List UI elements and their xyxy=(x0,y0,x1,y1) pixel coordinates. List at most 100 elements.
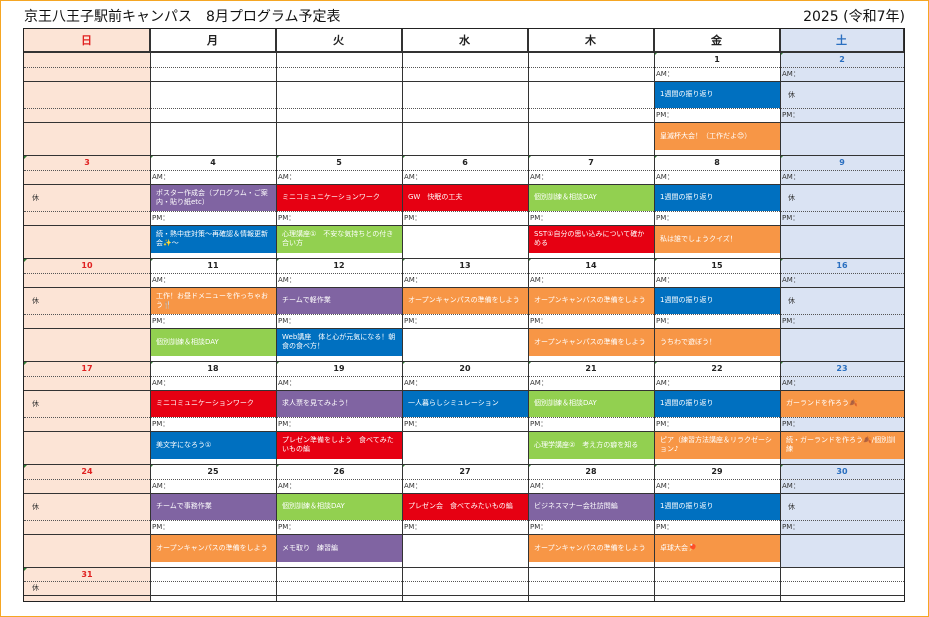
pm-label: PM： xyxy=(782,111,800,119)
saturday-column-bg xyxy=(780,52,904,155)
am-program-event[interactable]: ミニコミュニケーションワーク xyxy=(150,390,276,417)
am-program-event[interactable]: プレゼン会 食べてみたいもの編 xyxy=(402,493,528,520)
grid-line-horizontal xyxy=(24,155,904,156)
cell-corner-marker xyxy=(654,258,658,262)
am-program-event[interactable]: 一人暮らしシミュレーション xyxy=(402,390,528,417)
pm-program-event[interactable]: 卓球大会🏓 xyxy=(654,534,780,562)
date-number xyxy=(276,52,402,67)
am-program-event[interactable]: ビジネスマナー会社訪問編 xyxy=(528,493,654,520)
am-program-event[interactable]: GW 快眠の工夫 xyxy=(402,184,528,211)
date-number: 4 xyxy=(150,155,276,170)
pm-label: PM： xyxy=(782,214,800,222)
saturday-column-bg xyxy=(780,155,904,258)
pm-program-event[interactable]: うちわで遊ぼう！ xyxy=(654,328,780,356)
cell-corner-marker xyxy=(780,258,784,262)
am-label: AM： xyxy=(656,173,674,181)
date-number: 31 xyxy=(24,567,150,581)
pm-program-event[interactable]: 心理講座① 不安な気持ちとの付き合い方 xyxy=(276,225,402,253)
pm-program-event[interactable]: 美文字になろう① xyxy=(150,431,276,459)
pm-label: PM： xyxy=(404,317,422,325)
cell-corner-marker xyxy=(780,464,784,468)
pm-label: PM： xyxy=(782,523,800,531)
pm-program-event[interactable]: 続・ガーランドを作ろう🍂/個別訓練 xyxy=(780,431,904,459)
page-title: 京王八王子駅前キャンパス 8月プログラム予定表 xyxy=(24,9,341,25)
pm-program-event[interactable]: Web講座 体と心が元気になる！朝食の食べ方！ xyxy=(276,328,402,356)
pm-program-event[interactable]: オープンキャンパスの準備をしよう xyxy=(528,534,654,562)
cell-corner-marker xyxy=(528,361,532,365)
pm-label: PM： xyxy=(278,420,296,428)
am-program-event[interactable]: 1週間の振り返り xyxy=(654,493,780,520)
grid-line-horizontal xyxy=(24,595,904,596)
date-number: 16 xyxy=(780,258,904,273)
pm-label: PM： xyxy=(404,214,422,222)
cell-corner-marker xyxy=(780,155,784,159)
date-number: 29 xyxy=(654,464,780,479)
am-program-event[interactable]: 個別訓練＆相談DAY xyxy=(528,390,654,417)
grid-line-horizontal xyxy=(24,211,904,212)
cell-corner-marker xyxy=(402,464,406,468)
am-label: AM： xyxy=(404,482,422,490)
pm-program-event[interactable]: メモ取り 練習編 xyxy=(276,534,402,562)
am-program-event[interactable]: チームで事務作業 xyxy=(150,493,276,520)
am-label: AM： xyxy=(152,276,170,284)
pm-program-event[interactable]: オープンキャンパスの準備をしよう xyxy=(528,328,654,356)
rest-day-label: 休 xyxy=(788,193,795,202)
cell-corner-marker xyxy=(276,361,280,365)
date-number: 11 xyxy=(150,258,276,273)
date-number: 10 xyxy=(24,258,150,273)
am-program-event[interactable]: 1週間の振り返り xyxy=(654,287,780,314)
grid-line-horizontal xyxy=(24,328,904,329)
rest-day-label: 休 xyxy=(788,502,795,511)
weekday-header: 火 xyxy=(276,29,402,52)
pm-label: PM： xyxy=(782,317,800,325)
am-program-event[interactable]: ガーランドを作ろう🍂 xyxy=(780,390,904,417)
cell-corner-marker xyxy=(276,464,280,468)
cell-corner-marker xyxy=(654,52,658,56)
pm-label: PM： xyxy=(278,214,296,222)
pm-label: PM： xyxy=(152,523,170,531)
pm-program-event[interactable]: オープンキャンパスの準備をしよう xyxy=(150,534,276,562)
grid-line-horizontal xyxy=(24,567,904,568)
pm-program-event[interactable]: 個別訓練＆相談DAY xyxy=(150,328,276,356)
pm-label: PM： xyxy=(530,214,548,222)
am-program-event[interactable]: 1週間の振り返り xyxy=(654,390,780,417)
cell-corner-marker xyxy=(24,567,28,571)
am-program-event[interactable]: オープンキャンパスの準備をしよう xyxy=(402,287,528,314)
am-label: AM： xyxy=(782,70,800,78)
grid-line-horizontal xyxy=(24,479,904,480)
am-program-event[interactable]: チームで軽作業 xyxy=(276,287,402,314)
am-program-event[interactable]: 工作！お昼ドメニューを作っちゃおう🍴 xyxy=(150,287,276,314)
sunday-column-bg xyxy=(24,52,150,155)
pm-program-event[interactable]: ピア（練習方法講座＆リラクゼーション♪ xyxy=(654,431,780,459)
grid-line-vertical xyxy=(402,29,403,601)
sunday-column-bg xyxy=(24,464,150,567)
am-program-event[interactable]: オープンキャンパスの準備をしよう xyxy=(528,287,654,314)
pm-program-event[interactable]: 私は誰でしょうクイズ！ xyxy=(654,225,780,253)
pm-program-event[interactable]: 心理学講座② 考え方の癖を知る xyxy=(528,431,654,459)
am-label: AM： xyxy=(782,276,800,284)
sunday-column-bg xyxy=(24,361,150,464)
date-number: 23 xyxy=(780,361,904,376)
am-program-event[interactable]: 1週間の振り返り xyxy=(654,184,780,211)
pm-program-event[interactable]: SST①自分の思い込みについて確かめる xyxy=(528,225,654,253)
pm-program-event[interactable]: 皇滅杯大会！（工作だよ😊） xyxy=(654,122,780,150)
date-number: 12 xyxy=(276,258,402,273)
pm-program-event[interactable]: プレゼン準備をしよう 食べてみたいもの編 xyxy=(276,431,402,459)
weekday-header: 日 xyxy=(24,29,150,52)
date-number: 3 xyxy=(24,155,150,170)
cell-corner-marker xyxy=(654,155,658,159)
am-label: AM： xyxy=(656,276,674,284)
am-program-event[interactable]: ポスター作成会（プログラム・ご案内・貼り紙etc） xyxy=(150,184,276,211)
date-number: 8 xyxy=(654,155,780,170)
am-program-event[interactable]: ミニコミュニケーションワーク xyxy=(276,184,402,211)
am-label: AM： xyxy=(278,173,296,181)
pm-program-event[interactable]: 続・熱中症対策〜再確認＆情報更新会✨〜 xyxy=(150,225,276,253)
date-number: 13 xyxy=(402,258,528,273)
am-program-event[interactable]: 求人票を見てみよう！ xyxy=(276,390,402,417)
grid-line-horizontal xyxy=(24,184,904,185)
am-program-event[interactable]: 個別訓練＆相談DAY xyxy=(528,184,654,211)
am-label: AM： xyxy=(530,379,548,387)
grid-line-horizontal xyxy=(24,417,904,418)
am-program-event[interactable]: 1週間の振り返り xyxy=(654,81,780,108)
am-program-event[interactable]: 個別訓練＆相談DAY xyxy=(276,493,402,520)
